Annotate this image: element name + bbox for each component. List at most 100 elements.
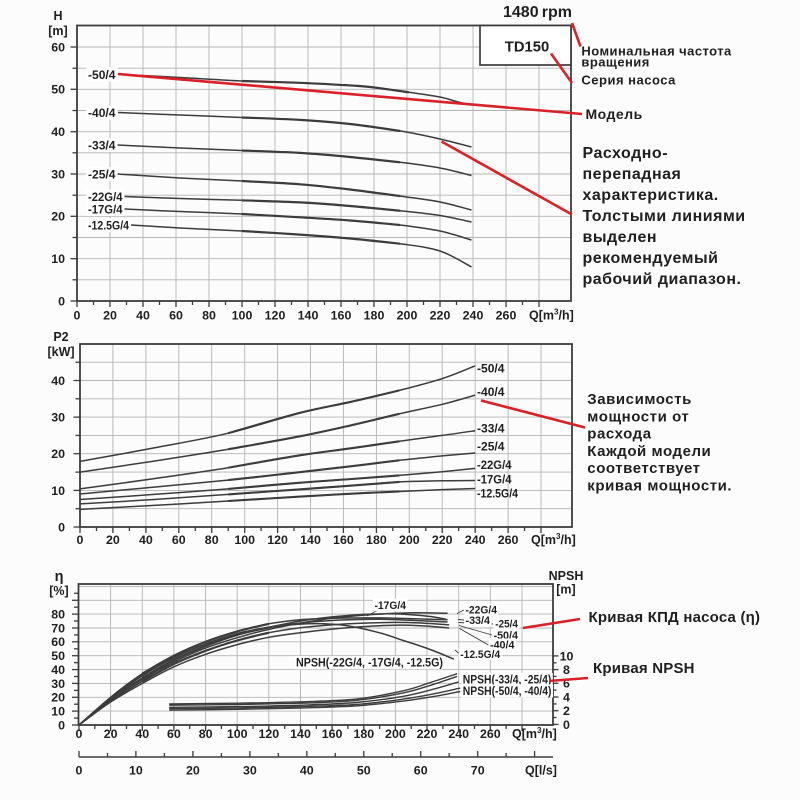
svg-text:0: 0 xyxy=(76,764,83,778)
svg-text:-50/4: -50/4 xyxy=(88,68,116,82)
svg-text:перепадная: перепадная xyxy=(583,166,682,183)
svg-text:0: 0 xyxy=(74,309,81,323)
svg-text:180: 180 xyxy=(353,727,374,741)
svg-text:60: 60 xyxy=(167,727,181,741)
svg-text:10: 10 xyxy=(129,764,143,778)
svg-text:Расходно-: Расходно- xyxy=(583,145,669,162)
svg-text:-12.5G/4: -12.5G/4 xyxy=(88,218,129,232)
svg-text:Q[m3/h]: Q[m3/h] xyxy=(512,726,557,741)
svg-text:Толстыми линиями: Толстыми линиями xyxy=(583,208,746,225)
svg-text:30: 30 xyxy=(51,167,65,181)
svg-text:кривая мощности.: кривая мощности. xyxy=(587,478,732,495)
svg-text:30: 30 xyxy=(243,764,257,778)
svg-text:60: 60 xyxy=(414,764,428,778)
svg-text:-33/4: -33/4 xyxy=(466,615,491,627)
svg-text:40: 40 xyxy=(51,663,65,677)
svg-text:10: 10 xyxy=(51,252,65,266)
svg-text:80: 80 xyxy=(205,533,219,547)
svg-text:вращения: вращения xyxy=(581,55,649,70)
svg-text:260: 260 xyxy=(496,309,517,323)
svg-text:100: 100 xyxy=(232,309,253,323)
svg-text:Кривая КПД насоса (η): Кривая КПД насоса (η) xyxy=(589,609,761,626)
svg-text:60: 60 xyxy=(172,533,186,547)
svg-text:40: 40 xyxy=(139,533,153,547)
svg-text:40: 40 xyxy=(51,125,65,139)
svg-text:6: 6 xyxy=(563,677,570,691)
svg-text:40: 40 xyxy=(136,309,150,323)
svg-text:120: 120 xyxy=(267,533,288,547)
svg-text:Q[m3/h]: Q[m3/h] xyxy=(529,308,574,323)
svg-text:-25/4: -25/4 xyxy=(88,167,116,181)
svg-text:-17G/4: -17G/4 xyxy=(375,600,407,612)
svg-text:50: 50 xyxy=(51,83,65,97)
svg-text:-12.5G/4: -12.5G/4 xyxy=(477,486,518,500)
svg-text:80: 80 xyxy=(51,608,65,622)
svg-text:[kW]: [kW] xyxy=(47,345,74,359)
svg-text:50: 50 xyxy=(357,764,371,778)
svg-text:Зависимость: Зависимость xyxy=(587,391,692,408)
svg-text:30: 30 xyxy=(51,411,65,425)
svg-text:-17G/4: -17G/4 xyxy=(477,472,512,486)
svg-text:40: 40 xyxy=(300,764,314,778)
svg-text:мощности от: мощности от xyxy=(587,408,689,425)
svg-text:0: 0 xyxy=(58,520,65,534)
svg-text:0: 0 xyxy=(58,718,65,732)
svg-text:рабочий диапазон.: рабочий диапазон. xyxy=(583,271,742,288)
svg-text:NPSH: NPSH xyxy=(549,569,584,583)
svg-text:0: 0 xyxy=(77,533,84,547)
svg-text:TD150: TD150 xyxy=(505,40,549,56)
svg-text:4: 4 xyxy=(563,690,570,704)
svg-text:-40/4: -40/4 xyxy=(88,106,116,120)
svg-text:соответствует: соответствует xyxy=(587,460,700,477)
svg-text:-22G/4: -22G/4 xyxy=(477,458,512,472)
svg-text:20: 20 xyxy=(51,210,65,224)
svg-text:200: 200 xyxy=(385,727,406,741)
svg-text:-33/4: -33/4 xyxy=(88,138,116,152)
svg-text:140: 140 xyxy=(300,533,321,547)
svg-text:рекомендуемый: рекомендуемый xyxy=(583,250,719,267)
svg-text:10: 10 xyxy=(560,649,574,663)
svg-text:Q[m3/h]: Q[m3/h] xyxy=(531,532,576,547)
svg-text:240: 240 xyxy=(448,727,469,741)
svg-text:[m]: [m] xyxy=(556,583,575,597)
svg-text:20: 20 xyxy=(104,727,118,741)
svg-text:240: 240 xyxy=(463,309,484,323)
svg-text:20: 20 xyxy=(51,447,65,461)
svg-text:180: 180 xyxy=(364,309,385,323)
svg-text:2: 2 xyxy=(563,704,570,718)
svg-text:260: 260 xyxy=(480,727,501,741)
svg-text:Номинальная частота: Номинальная частота xyxy=(581,44,732,59)
svg-text:-25/4: -25/4 xyxy=(495,619,518,631)
svg-text:20: 20 xyxy=(186,764,200,778)
svg-text:Серия насоса: Серия насоса xyxy=(581,73,676,88)
svg-text:[%]: [%] xyxy=(49,584,68,598)
svg-text:H: H xyxy=(53,9,62,23)
svg-text:60: 60 xyxy=(169,309,183,323)
svg-text:80: 80 xyxy=(202,309,216,323)
svg-text:20: 20 xyxy=(103,309,117,323)
svg-text:160: 160 xyxy=(322,727,343,741)
svg-text:P2: P2 xyxy=(53,330,68,344)
svg-text:характеристика.: характеристика. xyxy=(583,187,719,204)
svg-text:8: 8 xyxy=(563,663,570,677)
svg-text:-17G/4: -17G/4 xyxy=(88,202,123,216)
svg-text:100: 100 xyxy=(234,533,255,547)
svg-text:10: 10 xyxy=(51,705,65,719)
svg-text:80: 80 xyxy=(199,727,213,741)
svg-text:240: 240 xyxy=(465,533,486,547)
svg-text:1480 rpm: 1480 rpm xyxy=(503,4,572,21)
svg-text:60: 60 xyxy=(51,635,65,649)
svg-text:120: 120 xyxy=(258,727,279,741)
svg-text:20: 20 xyxy=(106,533,120,547)
svg-text:расхода: расхода xyxy=(587,426,651,443)
svg-text:220: 220 xyxy=(432,533,453,547)
svg-text:-40/4: -40/4 xyxy=(477,385,505,399)
svg-text:40: 40 xyxy=(51,374,65,388)
svg-text:Кривая NPSH: Кривая NPSH xyxy=(593,660,695,677)
svg-text:160: 160 xyxy=(333,533,354,547)
svg-text:η: η xyxy=(55,569,64,585)
svg-text:20: 20 xyxy=(51,691,65,705)
svg-text:-22G/4: -22G/4 xyxy=(466,605,498,617)
svg-text:70: 70 xyxy=(471,764,485,778)
svg-text:40: 40 xyxy=(135,727,149,741)
